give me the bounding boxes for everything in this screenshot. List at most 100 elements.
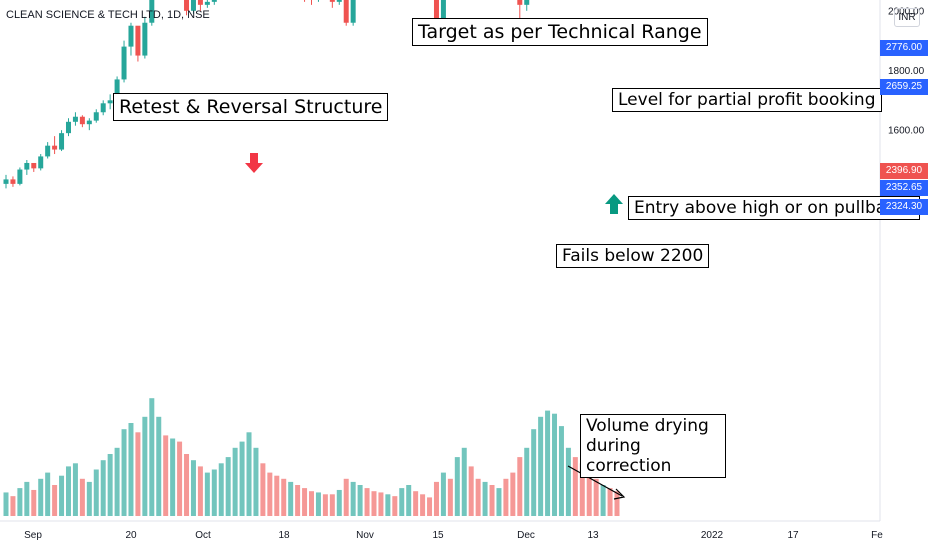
partial-profit-annotation: Level for partial profit booking [612, 88, 882, 112]
last-price-label: 2396.90 [880, 163, 928, 179]
volume-bar [517, 457, 523, 516]
x-tick-label: 20 [125, 530, 137, 541]
candle[interactable] [350, 0, 356, 26]
candle[interactable] [17, 167, 23, 186]
volume-bar [59, 475, 65, 516]
volume-bar [420, 494, 426, 516]
candle[interactable] [336, 0, 342, 5]
time-axis: Sep 20 Oct 18 Nov 15 Dec 13 2022 17 Fe [24, 530, 883, 541]
volume-bar [399, 488, 405, 516]
volume-bar [260, 463, 266, 516]
volume-bar [218, 463, 224, 516]
candle[interactable] [107, 94, 113, 110]
candle[interactable] [149, 0, 155, 26]
candle[interactable] [135, 25, 141, 62]
candle[interactable] [524, 0, 530, 11]
candle[interactable] [329, 0, 335, 8]
high-price-label: 2659.25 [880, 79, 928, 95]
resistance-high-label: 2352.65 [880, 180, 928, 196]
volume-bar [86, 481, 92, 516]
volume-bar [288, 481, 294, 516]
volume-bar [184, 454, 190, 516]
candle[interactable] [121, 40, 127, 83]
volume-bar [10, 496, 16, 516]
candle[interactable] [204, 0, 210, 8]
volume-bar [614, 491, 620, 516]
candle[interactable] [65, 118, 71, 137]
x-tick-label: Dec [517, 530, 535, 541]
candle[interactable] [86, 118, 92, 131]
volume-bar [475, 478, 481, 516]
x-tick-label: Oct [195, 530, 211, 541]
volume-bar [447, 478, 453, 516]
y-tick-label: 2000.00 [888, 6, 925, 17]
volume-bar [246, 432, 252, 516]
volume-bar [3, 492, 9, 516]
volume-bar [197, 466, 203, 516]
currency-badge[interactable]: INR [894, 8, 920, 27]
candle[interactable] [100, 100, 106, 116]
candle[interactable] [184, 0, 190, 16]
candle[interactable] [128, 22, 134, 56]
volume-bar [135, 432, 141, 516]
volume-bar [350, 481, 356, 516]
volume-bar [496, 488, 502, 516]
volume-bar [156, 416, 162, 516]
volume-bar [357, 485, 363, 516]
volume-bar [302, 488, 308, 516]
candle[interactable] [52, 136, 58, 155]
volume-bar [31, 489, 37, 516]
candle[interactable] [309, 0, 314, 5]
candle[interactable] [302, 0, 307, 2]
volume-bar [267, 472, 273, 516]
volume-bar [274, 475, 280, 516]
candle[interactable] [190, 0, 196, 14]
candle[interactable] [59, 130, 65, 152]
volume-bar [385, 494, 391, 516]
candle[interactable] [31, 162, 37, 172]
volume-bar [607, 488, 613, 516]
candle[interactable] [211, 0, 217, 5]
volume-bar [309, 491, 314, 516]
volume-bar [142, 416, 148, 516]
x-tick-label: 2022 [701, 530, 724, 541]
volume-bar [392, 496, 398, 516]
candle[interactable] [316, 0, 321, 2]
volume-bars [3, 398, 620, 516]
candle[interactable] [72, 112, 78, 126]
x-tick-label: Fe [871, 530, 883, 541]
volume-bar [239, 441, 245, 516]
candle[interactable] [3, 174, 9, 189]
candlesticks [3, 0, 530, 189]
candle[interactable] [517, 0, 523, 20]
target-annotation: Target as per Technical Range [412, 18, 708, 46]
volume-bar [149, 398, 155, 516]
volume-bar [572, 457, 578, 516]
x-tick-label: Nov [356, 530, 374, 541]
candle[interactable] [45, 142, 51, 159]
candle[interactable] [142, 16, 148, 59]
volume-bar [107, 454, 113, 516]
volume-bar [545, 410, 551, 516]
symbol-title[interactable]: CLEAN SCIENCE & TECH LTD, 1D, NSE [6, 9, 210, 21]
volume-bar [482, 481, 488, 516]
volume-bar [538, 416, 544, 516]
volume-bar [343, 478, 349, 516]
candle[interactable] [343, 0, 349, 26]
volume-bar [65, 466, 71, 516]
candle[interactable] [38, 154, 44, 171]
candle[interactable] [10, 176, 16, 187]
retest-annotation: Retest & Reversal Structure [113, 93, 389, 121]
volume-annotation: Volume drying during correction [580, 414, 726, 478]
volume-bar [489, 485, 495, 516]
volume-bar [211, 469, 217, 516]
candle[interactable] [197, 0, 203, 11]
candle[interactable] [93, 109, 99, 123]
candle[interactable] [24, 160, 30, 175]
volume-bar [364, 488, 370, 516]
volume-bar [225, 457, 231, 516]
volume-bar [163, 435, 169, 516]
volume-bar [72, 463, 78, 516]
candle[interactable] [79, 115, 85, 128]
